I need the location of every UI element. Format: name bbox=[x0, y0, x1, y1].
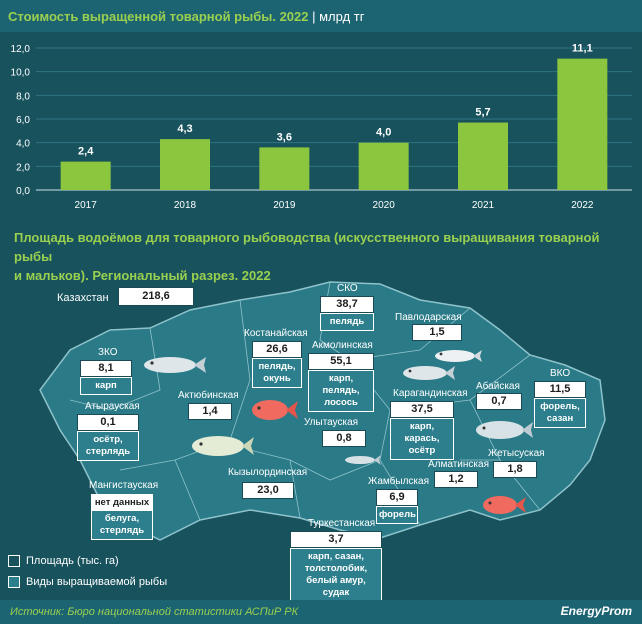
map-title: Площадь водоёмов для товарного рыбоводст… bbox=[0, 222, 642, 283]
region-name-zko: ЗКО bbox=[98, 347, 118, 358]
region-name-atyrau: Атырауская bbox=[85, 401, 140, 412]
region-name-kostanay: Костанайская bbox=[244, 328, 308, 339]
region-name-zhambyl: Жамбылская bbox=[368, 476, 429, 487]
fish-illustrations bbox=[144, 350, 533, 514]
fish-icon bbox=[483, 496, 526, 514]
fish-icon bbox=[476, 421, 533, 439]
region-area-kyzylorda: 23,0 bbox=[242, 482, 294, 499]
bar bbox=[458, 122, 508, 190]
bar bbox=[259, 147, 310, 190]
x-tick-label: 2018 bbox=[174, 200, 197, 211]
region-area-aktobe: 1,4 bbox=[188, 403, 232, 420]
region-name-akmola: Акмолинская bbox=[312, 340, 373, 351]
region-fish-sko: пелядь bbox=[320, 313, 374, 331]
region-name-ulytau: Улытауская bbox=[304, 417, 359, 428]
y-tick-label: 8,0 bbox=[16, 91, 30, 102]
region-fish-turkestan: карп, сазан, толстолобик, белый амур, суда… bbox=[290, 548, 382, 602]
region-name-pavlodar: Павлодарская bbox=[395, 312, 462, 323]
region-fish-kostanay: пелядь, окунь bbox=[252, 358, 302, 388]
region-name-kyzylorda: Кызылординская bbox=[228, 467, 308, 478]
legend-swatch-fish bbox=[8, 576, 20, 588]
legend-swatch-area bbox=[8, 555, 20, 567]
x-tick-label: 2022 bbox=[571, 200, 594, 211]
region-name-zhetisu: Жетысуская bbox=[488, 448, 545, 459]
y-tick-label: 0,0 bbox=[16, 186, 30, 197]
fish-icon bbox=[435, 350, 482, 362]
region-name-vko: ВКО bbox=[550, 368, 571, 379]
source-text: Источник: Бюро национальной статистики А… bbox=[10, 606, 299, 618]
region-name-almaty: Алматинская bbox=[428, 459, 489, 470]
y-tick-label: 10,0 bbox=[11, 68, 31, 79]
region-area-almaty: 1,2 bbox=[434, 471, 478, 488]
chart-unit: | млрд тг bbox=[312, 9, 365, 24]
region-fish-vko: форель, сазан bbox=[534, 398, 586, 428]
region-area-ulytau: 0,8 bbox=[322, 430, 366, 447]
legend-fish-label: Виды выращиваемой рыбы bbox=[26, 576, 168, 588]
region-name-karaganda: Карагандинская bbox=[393, 388, 468, 399]
chart-title: Стоимость выращенной товарной рыбы. 2022 bbox=[8, 9, 309, 24]
kazakhstan-area: 218,6 bbox=[118, 287, 194, 306]
region-fish-mangystau: белуга, стерлядь bbox=[91, 510, 153, 540]
region-area-kostanay: 26,6 bbox=[252, 341, 302, 358]
y-tick-label: 6,0 bbox=[16, 115, 30, 126]
data-label: 5,7 bbox=[475, 107, 490, 119]
region-area-zhambyl: 6,9 bbox=[376, 489, 418, 506]
region-area-abay: 0,7 bbox=[476, 393, 522, 410]
region-area-turkestan: 3,7 bbox=[290, 531, 382, 548]
legend-area-label: Площадь (тыс. га) bbox=[26, 555, 119, 567]
map-title-line1: Площадь водоёмов для товарного рыбоводст… bbox=[14, 230, 600, 264]
region-area-akmola: 55,1 bbox=[308, 353, 374, 370]
region-area-sko: 38,7 bbox=[320, 296, 374, 313]
data-label: 4,3 bbox=[177, 123, 192, 135]
bar-chart: 0,0 2,0 4,0 6,0 8,0 10,0 12,0 2,4 2017 4,3 2018 3,6… bbox=[11, 43, 632, 211]
region-name-sko: СКО bbox=[337, 283, 358, 294]
data-label: 4,0 bbox=[376, 127, 391, 139]
region-area-vko: 11,5 bbox=[534, 381, 586, 398]
bar bbox=[160, 139, 210, 190]
fish-icon bbox=[252, 400, 298, 420]
region-fish-akmola: карп, пелядь, лосось bbox=[308, 370, 374, 412]
map-title-line2: и мальков). Региональный разрез. 2022 bbox=[14, 268, 271, 283]
fish-icon bbox=[192, 436, 254, 456]
x-tick-label: 2017 bbox=[75, 200, 98, 211]
region-name-turkestan: Туркестанская bbox=[308, 518, 376, 529]
region-nodata-mangystau: нет данных bbox=[91, 494, 153, 512]
y-tick-label: 12,0 bbox=[11, 44, 31, 55]
fish-icon bbox=[345, 455, 381, 465]
region-fish-zko: карп bbox=[80, 377, 132, 395]
region-fish-karaganda: карп, карась, осётр bbox=[390, 418, 454, 460]
bar bbox=[358, 142, 409, 190]
legend-area: Площадь (тыс. га) bbox=[8, 555, 119, 567]
x-tick-label: 2019 bbox=[273, 200, 296, 211]
data-label: 11,1 bbox=[572, 43, 593, 55]
region-fish-atyrau: осётр, стерлядь bbox=[77, 431, 139, 461]
brand-logo: EnergyProm bbox=[560, 604, 632, 618]
region-fish-zhambyl: форель bbox=[376, 506, 418, 524]
fish-icon bbox=[144, 357, 206, 373]
footer: Источник: Бюро национальной статистики А… bbox=[0, 600, 642, 624]
bar bbox=[60, 161, 111, 190]
region-area-zhetisu: 1,8 bbox=[493, 461, 537, 478]
chart-title-bar: Стоимость выращенной товарной рыбы. 2022… bbox=[0, 0, 642, 32]
region-name-abay: Абайская bbox=[476, 381, 520, 392]
region-area-pavlodar: 1,5 bbox=[412, 324, 462, 341]
kazakhstan-map: Казахстан 218,6 СКО 38,7 пелядь Павлодар… bbox=[0, 270, 642, 602]
region-area-karaganda: 37,5 bbox=[390, 401, 454, 418]
data-label: 2,4 bbox=[78, 146, 94, 158]
region-area-atyrau: 0,1 bbox=[77, 414, 139, 431]
data-label: 3,6 bbox=[277, 131, 292, 143]
bar bbox=[557, 58, 608, 191]
region-area-zko: 8,1 bbox=[80, 360, 132, 377]
y-tick-label: 4,0 bbox=[16, 139, 30, 150]
x-tick-label: 2020 bbox=[373, 200, 396, 211]
legend-fish: Виды выращиваемой рыбы bbox=[8, 576, 167, 588]
region-name-mangystau: Мангистауская bbox=[89, 480, 159, 491]
y-tick-label: 2,0 bbox=[16, 162, 30, 173]
fish-icon bbox=[403, 366, 455, 380]
kazakhstan-label: Казахстан bbox=[57, 292, 109, 304]
region-name-aktobe: Актюбинская bbox=[178, 390, 239, 401]
x-tick-label: 2021 bbox=[472, 200, 495, 211]
